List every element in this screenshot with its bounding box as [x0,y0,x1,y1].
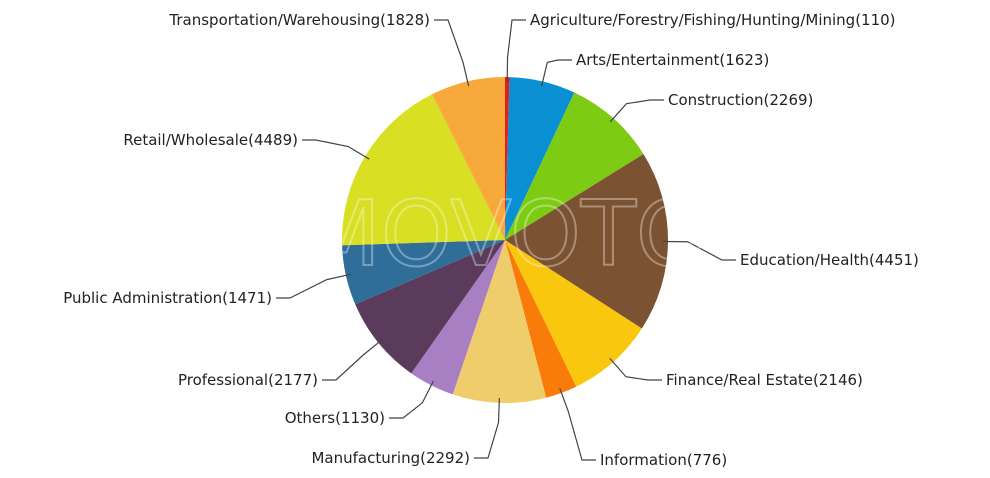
leader-line [434,19,470,87]
slice-label: Construction(2269) [668,91,813,109]
leader-line [559,388,596,461]
slice-label: Professional(2177) [178,371,318,389]
slice [342,240,505,305]
slice [505,92,644,240]
category-name: Transportation/Warehousing [168,11,380,29]
leader-line [541,59,572,87]
slice-label: Arts/Entertainment(1623) [576,51,769,69]
slice [432,77,505,240]
slice-label: Transportation/Warehousing(1828) [168,11,430,29]
slice [505,77,575,240]
category-name: Construction [668,91,764,109]
value-label: (2292) [420,449,470,467]
leader-line [302,139,370,160]
value-label: (2269) [764,91,814,109]
leader-line [389,380,434,419]
value-label: (1623) [719,51,769,69]
slice-label: Information(776) [600,451,727,469]
value-label: (1828) [380,11,430,29]
slice-label: Manufacturing(2292) [311,449,470,467]
slice [341,94,505,246]
category-name: Finance/Real Estate [666,371,813,389]
slice [505,77,510,240]
leader-line [609,99,664,123]
category-name: Manufacturing [311,449,420,467]
slice-label: Retail/Wholesale(4489) [123,131,298,149]
slice-label: Others(1130) [285,409,385,427]
slice-label: Agriculture/Forestry/Fishing/Hunting/Min… [530,11,896,29]
pie [341,77,669,403]
category-name: Retail/Wholesale [123,131,248,149]
category-name: Agriculture/Forestry/Fishing/Hunting/Min… [530,11,855,29]
leader-line [276,273,351,299]
leader-line [322,339,383,381]
slice [452,240,547,403]
watermark: MOVOTO [303,182,707,287]
category-name: Public Administration [63,289,222,307]
slice-label: Finance/Real Estate(2146) [666,371,863,389]
category-name: Professional [178,371,268,389]
leader-line [474,397,500,459]
slice [505,240,642,387]
slice-label: Public Administration(1471) [63,289,272,307]
value-label: (2177) [268,371,318,389]
value-label: (4489) [248,131,298,149]
slice-label: Education/Health(4451) [740,251,919,269]
value-label: (2146) [813,371,863,389]
slice [411,240,505,395]
slice [505,240,577,398]
slice [355,240,505,374]
leader-line [663,240,736,261]
value-label: (776) [687,451,727,469]
value-label: (110) [855,11,895,29]
value-label: (1130) [335,409,385,427]
leader-line [506,19,526,82]
value-label: (1471) [222,289,272,307]
category-name: Arts/Entertainment [576,51,720,69]
category-name: Information [600,451,687,469]
leader-line [609,358,662,381]
category-name: Others [285,409,336,427]
value-label: (4451) [869,251,919,269]
leaders [276,19,736,461]
category-name: Education/Health [740,251,869,269]
slice [505,154,669,329]
